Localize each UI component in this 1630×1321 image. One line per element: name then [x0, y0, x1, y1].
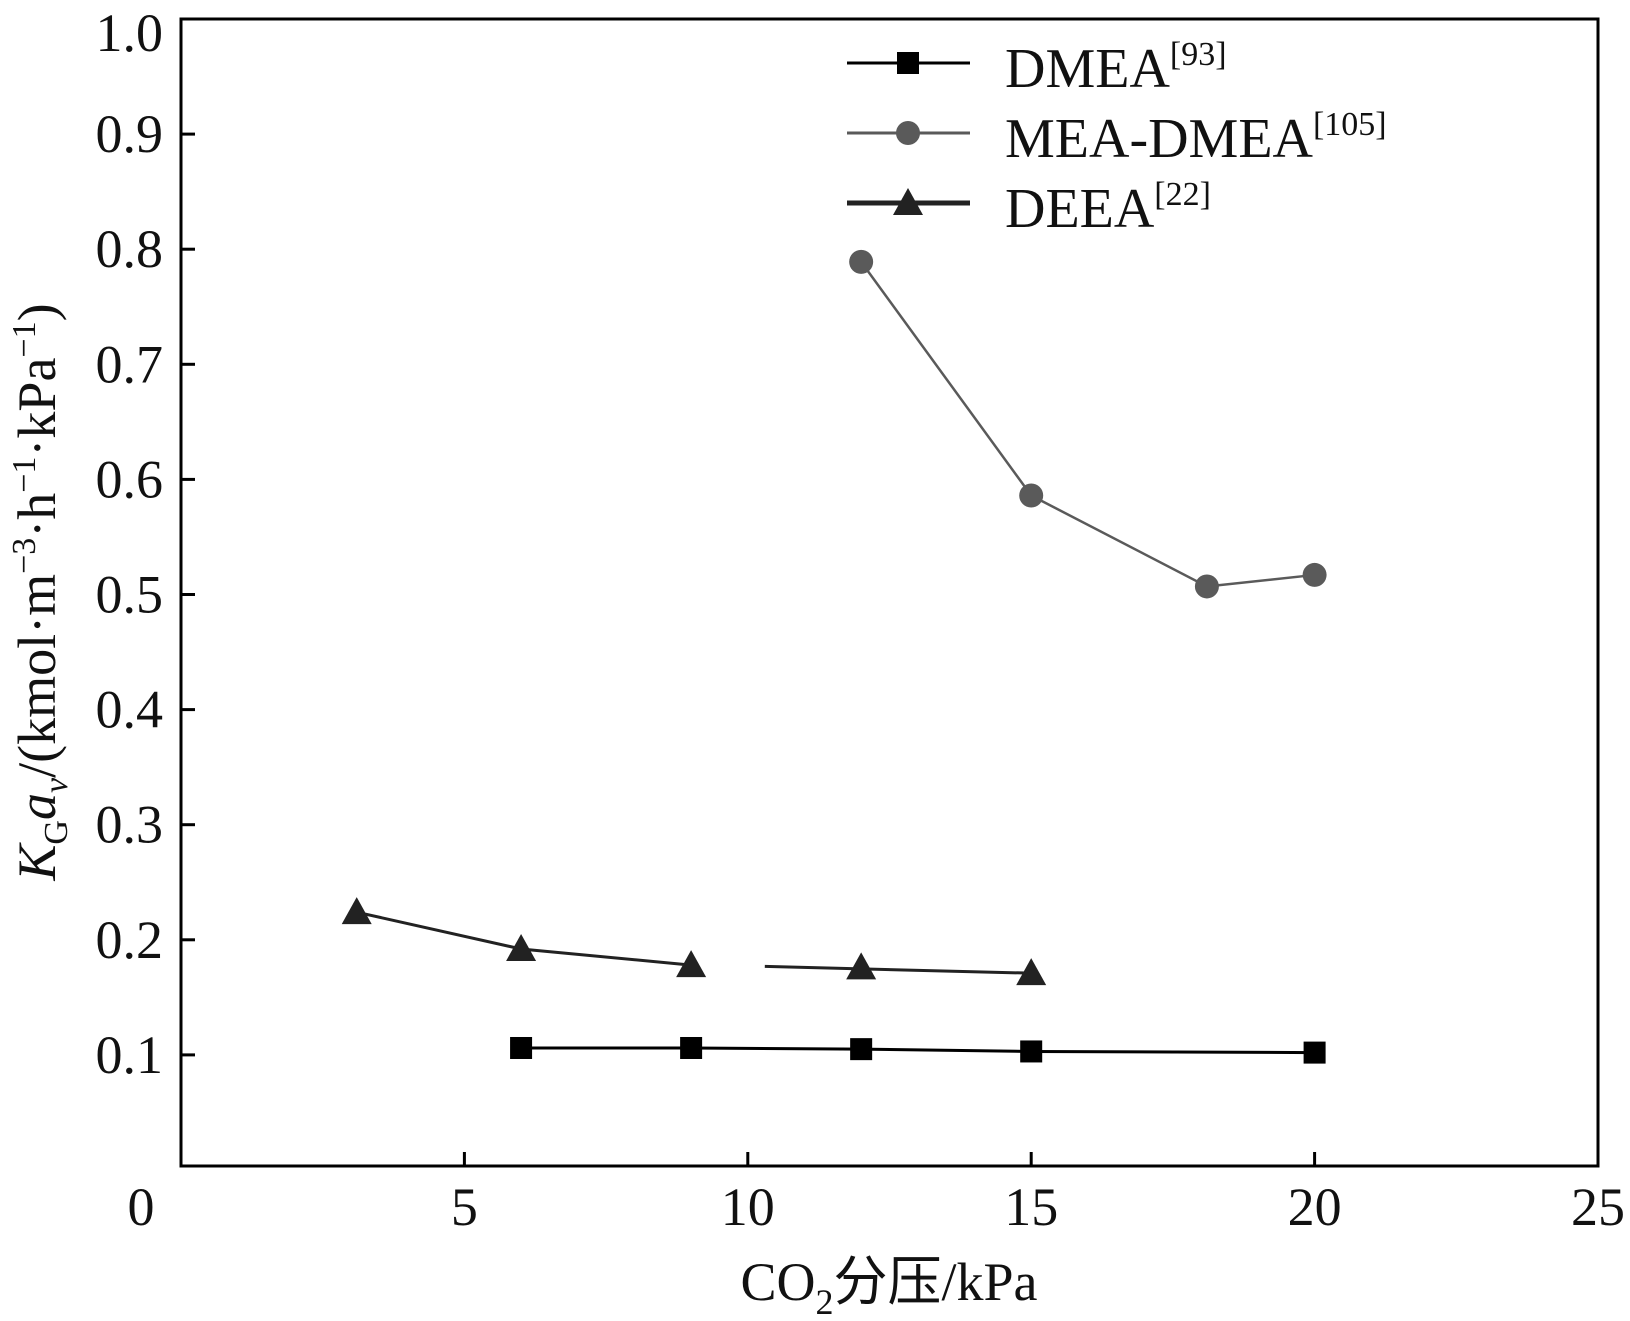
series-mea-dmea [849, 249, 1327, 599]
marker-square [510, 1036, 533, 1059]
marker-circle [1302, 562, 1327, 587]
y-tick-label: 0.9 [96, 104, 164, 164]
marker-square [850, 1038, 873, 1061]
y-tick-label: 1.0 [96, 3, 164, 63]
marker-triangle [1016, 958, 1047, 986]
x-tick-label: 0 [128, 1177, 155, 1237]
x-tick-label: 25 [1571, 1177, 1625, 1237]
y-tick-label: 0.3 [96, 795, 164, 855]
x-tick-label: 20 [1288, 1177, 1342, 1237]
marker-square [1303, 1041, 1326, 1064]
marker-triangle [893, 188, 923, 215]
marker-square [897, 52, 919, 74]
legend-item-dmea: DMEA[93] [847, 36, 1227, 100]
legend: DMEA[93]MEA-DMEA[105]DEEA[22] [847, 36, 1387, 240]
marker-triangle [846, 952, 877, 980]
plot-frame [179, 17, 1600, 1168]
series-deea [341, 897, 1047, 986]
series-line [764, 964, 1032, 975]
legend-label: DMEA[93] [1005, 36, 1227, 100]
marker-circle [1019, 483, 1044, 508]
y-tick-label: 0.7 [96, 334, 164, 394]
legend-label: DEEA[22] [1005, 176, 1211, 240]
y-tick-label: 0.1 [96, 1025, 164, 1085]
marker-triangle [506, 934, 537, 962]
series-line [860, 261, 1315, 588]
series-line [521, 1046, 1315, 1055]
y-tick-label: 0.5 [96, 565, 164, 625]
y-tick-label: 0.2 [96, 910, 164, 970]
legend-label: MEA-DMEA[105] [1005, 106, 1387, 170]
series-layer [341, 249, 1327, 1064]
y-tick-label: 0.8 [96, 219, 164, 279]
y-tick-label: 0.6 [96, 449, 164, 509]
marker-circle [896, 121, 920, 145]
y-axis-label: KGav/(kmol·m−3·h−1·kPa−1) [6, 303, 75, 881]
x-axis-label: CO2分压/kPa [740, 1252, 1037, 1321]
series-dmea [510, 1036, 1326, 1064]
marker-square [680, 1036, 703, 1059]
marker-triangle [676, 950, 707, 978]
x-tick-label: 5 [451, 1177, 478, 1237]
legend-item-deea: DEEA[22] [847, 176, 1211, 240]
x-tick-label: 10 [721, 1177, 775, 1237]
marker-triangle [341, 897, 372, 925]
y-tick-label: 0.4 [96, 680, 164, 740]
marker-circle [849, 249, 874, 274]
x-tick-label: 15 [1004, 1177, 1058, 1237]
marker-circle [1194, 574, 1219, 599]
legend-item-mea-dmea: MEA-DMEA[105] [847, 106, 1387, 170]
axis-ticks: 0 5 10 15 20 25 0.1 0.2 0.3 0.4 0.5 0.6 0.7 0.8 0.9 1.0 [96, 3, 1626, 1237]
marker-square [1020, 1040, 1043, 1063]
